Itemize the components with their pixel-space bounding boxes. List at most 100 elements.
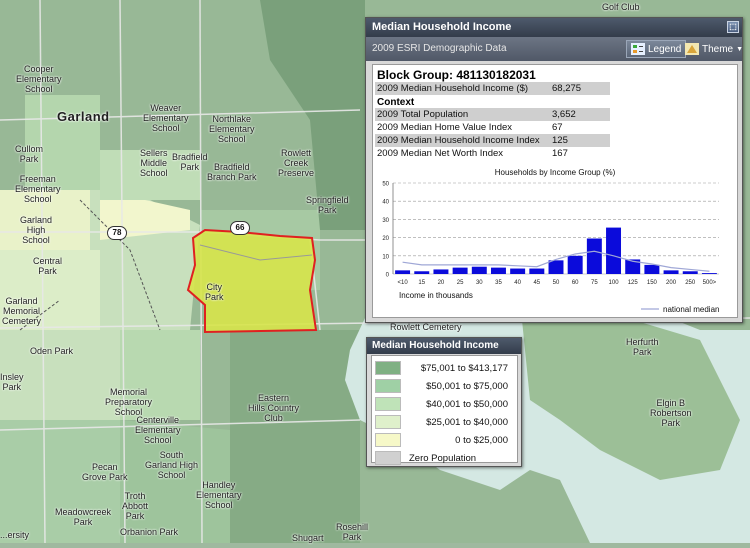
map-label-rowlett-creek: Rowlett Creek Preserve <box>278 148 315 178</box>
median-income-label: 2009 Median Household Income ($) <box>375 82 550 95</box>
highway-78-shield: 78 <box>107 226 127 240</box>
map-label-herfurth: Herfurth Park <box>626 337 659 357</box>
x-tick-label: 500> <box>703 280 717 286</box>
map-label-sellers: Sellers Middle School <box>140 148 168 178</box>
map-label-centerville: Centerville Elementary School <box>135 415 181 445</box>
popup-title-bar[interactable]: Median Household Income ⬚ <box>366 18 742 37</box>
map-label-elgin-robertson: Elgin B Robertson Park <box>650 398 692 428</box>
map-label-bradfield-branch: Bradfield Branch Park <box>207 162 257 182</box>
chart-bar <box>414 271 430 274</box>
context-row: 2009 Median Home Value Index 67 <box>375 121 735 134</box>
map-label-springfield: Springfield Park <box>306 195 349 215</box>
chart-bar <box>433 269 449 274</box>
map-label-rosehill: Rosehill Park <box>336 522 369 542</box>
map-label-garland-memorial: Garland Memorial Cemetery <box>2 296 42 326</box>
context-row-value: 125 <box>550 134 610 147</box>
x-tick-label: 30 <box>476 280 483 286</box>
chart-bar <box>625 259 641 274</box>
chart-bar <box>701 273 717 274</box>
map-label-garland: Garland <box>57 109 110 124</box>
legend-item: $50,001 to $75,000 <box>375 377 514 395</box>
legend-label: $50,001 to $75,000 <box>426 380 508 392</box>
legend-item: 0 to $25,000 <box>375 431 514 449</box>
map-label-city-park: City Park <box>205 282 224 302</box>
map-label-insley: Insley Park <box>0 372 24 392</box>
x-tick-label: 250 <box>685 280 696 286</box>
x-tick-label: 15 <box>418 280 425 286</box>
theme-button-label: Theme <box>702 43 734 55</box>
map-label-university: ...ersity <box>0 530 30 540</box>
block-group-heading: Block Group: 481130182031 <box>377 68 536 82</box>
x-tick-label: 35 <box>495 280 502 286</box>
map-label-pecan-grove: Pecan Grove Park <box>82 462 128 482</box>
map-label-freeman: Freeman Elementary School <box>15 174 61 204</box>
context-row-label: 2009 Median Home Value Index <box>377 122 513 133</box>
chart-legend-label: national median <box>663 305 719 314</box>
income-chart: Households by Income Group (%) 0 10 20 30 40 5… <box>382 168 719 314</box>
legend-item: $75,001 to $413,177 <box>375 359 514 377</box>
map-label-troth: Troth Abbott Park <box>122 491 149 521</box>
x-tick-label: 50 <box>553 280 560 286</box>
x-tick-label: 125 <box>628 280 639 286</box>
legend-swatch <box>375 397 401 411</box>
map-label-orbanion: Orbanion Park <box>120 527 179 537</box>
map-label-cullom: Cullom Park <box>15 144 44 164</box>
x-tick-label: 20 <box>438 280 445 286</box>
median-income-value: 68,275 <box>550 82 610 95</box>
popup-content: Block Group: 481130182031 2009 Median Ho… <box>372 64 738 318</box>
context-row-label: 2009 Median Net Worth Index <box>377 148 504 159</box>
map-label-shugart: Shugart <box>292 533 324 543</box>
info-popup[interactable]: Median Household Income ⬚ 2009 ESRI Demo… <box>365 17 743 323</box>
legend-label: $25,001 to $40,000 <box>426 416 508 428</box>
highway-66-shield: 66 <box>230 221 250 235</box>
x-axis-label: Income in thousands <box>399 291 473 300</box>
context-row-value: 67 <box>552 122 563 133</box>
chart-bar <box>471 266 487 274</box>
y-tick-label: 40 <box>382 200 389 206</box>
chevron-down-icon: ▼ <box>736 45 744 53</box>
legend-item: Zero Population <box>375 449 514 467</box>
chart-bar <box>586 238 602 274</box>
x-tick-label: 75 <box>591 280 598 286</box>
map-label-golf-club: Golf Club <box>602 2 640 12</box>
national-median-line <box>402 250 710 272</box>
legend-swatch <box>375 379 401 393</box>
theme-button[interactable]: Theme ▼ <box>681 40 747 58</box>
x-tick-label: 200 <box>666 280 677 286</box>
legend-label: $40,001 to $50,000 <box>426 398 508 410</box>
context-row: 2009 Median Net Worth Index 167 <box>375 147 735 160</box>
context-row: 2009 Median Household Income Index 125 <box>375 134 735 147</box>
chart-bar <box>452 267 468 274</box>
y-tick-label: 20 <box>382 236 389 242</box>
legend-button[interactable]: Legend <box>626 40 687 58</box>
map-label-northlake: Northlake Elementary School <box>209 114 255 144</box>
chart-bar <box>606 227 622 274</box>
selected-block-group[interactable] <box>186 228 318 334</box>
legend-item: $25,001 to $40,000 <box>375 413 514 431</box>
chart-bar <box>529 268 545 274</box>
map-label-oden: Oden Park <box>30 346 74 356</box>
map-label-weaver: Weaver Elementary School <box>143 103 189 133</box>
context-row-label: 2009 Total Population <box>375 108 550 121</box>
map-label-garland-high: Garland High School <box>20 215 53 245</box>
theme-icon <box>685 43 699 55</box>
chart-bar <box>644 264 660 274</box>
chart-bar <box>663 270 679 274</box>
maximize-icon[interactable]: ⬚ <box>727 21 739 33</box>
map-label-south-garland: South Garland High School <box>145 450 199 480</box>
legend-window[interactable]: Median Household Income $75,001 to $413,… <box>366 337 522 467</box>
context-row-value: 167 <box>552 148 568 159</box>
context-row-value: 3,652 <box>550 108 610 121</box>
chart-bar <box>682 271 698 274</box>
chart-bar <box>395 270 411 274</box>
map-label-meadowcreek: Meadowcreek Park <box>55 507 112 527</box>
y-tick-label: 30 <box>382 218 389 224</box>
x-tick-label: 150 <box>647 280 658 286</box>
x-tick-label: 60 <box>572 280 579 286</box>
y-tick-label: 50 <box>382 182 389 188</box>
map-label-rowlett-cemetery: Rowlett Cemetery <box>390 322 462 332</box>
median-income-row: 2009 Median Household Income ($) 68,275 <box>375 82 735 95</box>
legend-item: $40,001 to $50,000 <box>375 395 514 413</box>
context-row-label: 2009 Median Household Income Index <box>375 134 550 147</box>
legend-title-bar[interactable]: Median Household Income <box>367 338 521 354</box>
